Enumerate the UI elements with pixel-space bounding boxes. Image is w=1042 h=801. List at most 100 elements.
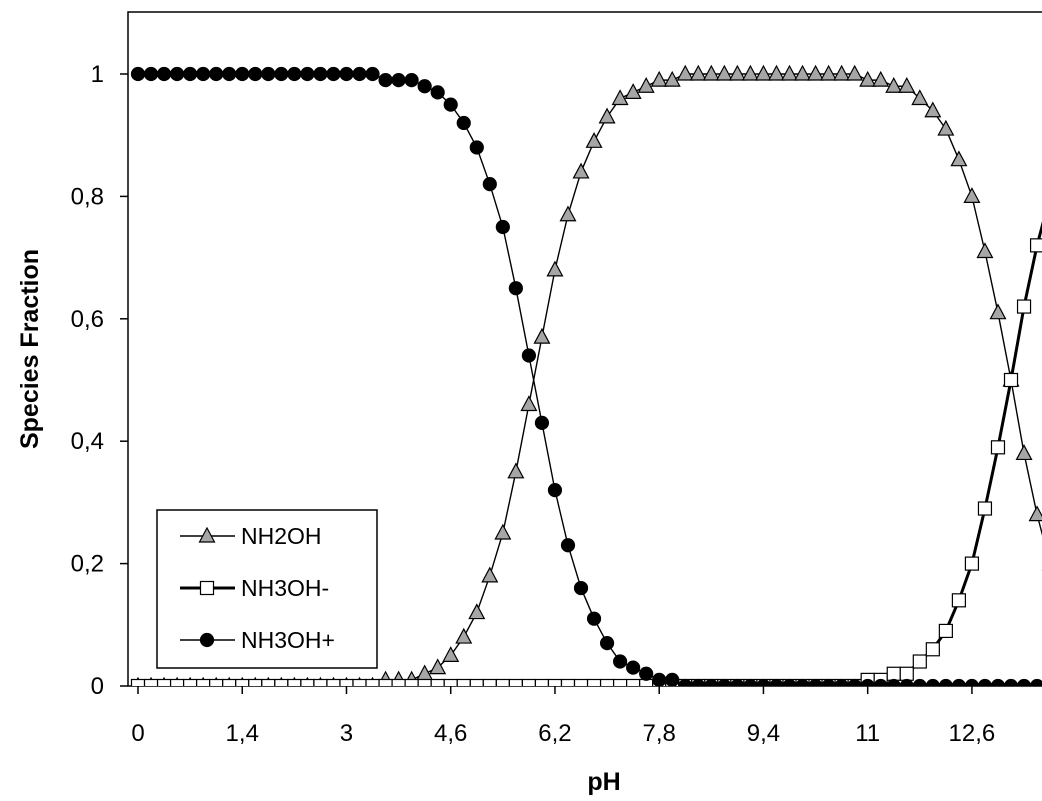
data-point xyxy=(495,219,510,235)
data-point xyxy=(977,678,993,686)
x-tick-label: 3 xyxy=(340,720,353,747)
data-point xyxy=(951,678,966,686)
data-point xyxy=(261,678,276,686)
data-point xyxy=(482,177,497,192)
data-point xyxy=(209,66,224,82)
data-point xyxy=(1016,299,1032,314)
data-point xyxy=(821,678,836,686)
legend-label: NH3OH- xyxy=(241,575,329,601)
data-point xyxy=(976,242,994,259)
data-point xyxy=(494,523,512,540)
data-point xyxy=(950,150,968,167)
data-point xyxy=(886,678,901,686)
data-point xyxy=(833,64,851,81)
data-point xyxy=(455,627,473,644)
data-point xyxy=(456,678,471,686)
data-point xyxy=(663,70,681,87)
data-point xyxy=(547,483,563,498)
x-tick-label: 11 xyxy=(855,720,880,747)
data-point xyxy=(795,678,810,686)
data-point xyxy=(326,678,341,686)
data-point xyxy=(807,64,825,81)
data-point xyxy=(313,66,328,82)
data-point xyxy=(665,672,680,686)
data-point xyxy=(794,64,812,81)
data-point xyxy=(650,70,668,87)
data-point xyxy=(404,678,419,686)
data-point xyxy=(378,73,393,88)
data-point xyxy=(964,556,980,571)
data-point xyxy=(989,303,1007,320)
data-point xyxy=(156,66,172,82)
data-point xyxy=(417,79,432,94)
data-point xyxy=(937,119,955,136)
data-point xyxy=(508,281,523,296)
data-point xyxy=(248,66,263,82)
legend-entry-nh3oh-minus: NH3OH- xyxy=(180,575,329,601)
data-point xyxy=(169,66,185,82)
data-point xyxy=(847,678,862,686)
data-point xyxy=(1003,372,1019,388)
data-point xyxy=(235,66,250,82)
data-point xyxy=(1015,444,1033,461)
data-point xyxy=(546,260,564,277)
legend-marker xyxy=(199,632,215,648)
data-point xyxy=(560,538,576,553)
data-point xyxy=(626,678,641,686)
data-point xyxy=(520,395,538,412)
data-point xyxy=(143,678,159,686)
data-point xyxy=(417,678,432,686)
data-point xyxy=(808,678,823,686)
data-point xyxy=(391,678,406,686)
data-point xyxy=(287,678,302,686)
data-point xyxy=(702,64,720,81)
data-point xyxy=(300,678,315,686)
data-point xyxy=(274,678,289,686)
data-point xyxy=(899,666,914,681)
data-point xyxy=(924,101,942,118)
data-point xyxy=(715,64,733,81)
data-point xyxy=(391,73,406,88)
y-axis: 0 0,2 0,4 0,6 0,8 1 xyxy=(71,61,128,700)
y-tick-label: 0,6 xyxy=(71,306,104,333)
data-point xyxy=(756,678,771,686)
data-point xyxy=(611,89,629,106)
data-point xyxy=(430,678,445,686)
data-point xyxy=(429,658,447,675)
legend-marker xyxy=(199,580,215,596)
legend: NH2OH NH3OH- NH3OH+ xyxy=(156,509,378,669)
data-point xyxy=(846,64,864,81)
data-point xyxy=(639,678,654,686)
legend-marker xyxy=(198,526,216,543)
data-point xyxy=(209,678,224,686)
data-point xyxy=(481,566,499,583)
data-point xyxy=(637,76,655,93)
data-point xyxy=(507,462,525,479)
data-point xyxy=(573,678,589,686)
x-tick-label: 7,8 xyxy=(643,720,676,747)
data-point xyxy=(951,593,966,608)
x-tick-label: 1,4 xyxy=(226,720,259,747)
data-point xyxy=(1003,678,1019,686)
data-point xyxy=(925,678,940,686)
data-point xyxy=(572,162,590,179)
data-point xyxy=(468,603,486,620)
data-point xyxy=(313,678,328,686)
data-point xyxy=(730,678,745,686)
data-point xyxy=(196,66,211,82)
data-point xyxy=(626,660,641,675)
x-tick-label: 0 xyxy=(131,720,144,747)
x-tick-label: 9,4 xyxy=(747,720,780,747)
data-point xyxy=(352,66,367,82)
data-point xyxy=(754,64,772,81)
data-point xyxy=(1029,678,1042,686)
data-point xyxy=(573,580,589,596)
data-point xyxy=(365,678,380,686)
data-point xyxy=(691,678,706,686)
data-point xyxy=(287,66,302,82)
data-point xyxy=(533,327,551,344)
y-tick-label: 1 xyxy=(91,61,104,88)
data-point xyxy=(443,678,458,686)
x-axis-title: pH xyxy=(587,768,620,796)
